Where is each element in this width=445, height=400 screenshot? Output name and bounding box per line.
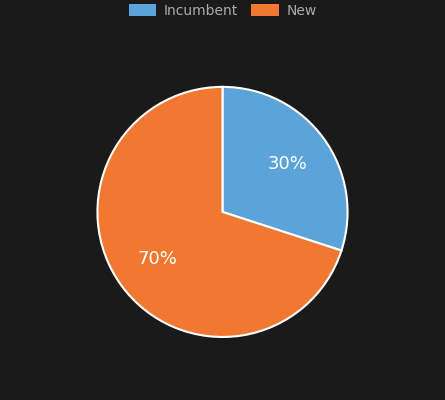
Wedge shape xyxy=(222,87,348,250)
Text: 70%: 70% xyxy=(137,250,177,268)
Wedge shape xyxy=(97,87,341,337)
Legend: Incumbent, New: Incumbent, New xyxy=(123,0,322,23)
Text: 30%: 30% xyxy=(268,155,308,173)
